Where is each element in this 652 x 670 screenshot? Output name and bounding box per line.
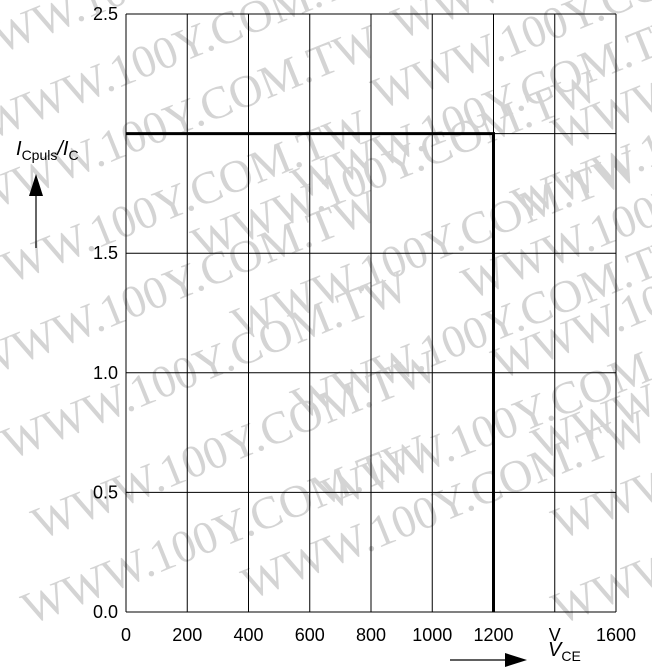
x-tick-label: 400 (233, 625, 263, 645)
x-label-main: V (548, 639, 563, 661)
x-tick-label: 0 (121, 625, 131, 645)
x-tick-label: 200 (172, 625, 202, 645)
x-tick-label: 1200 (473, 625, 513, 645)
series-line (126, 132, 495, 612)
x-axis-label: VCE (548, 639, 581, 664)
y-tick-label: 0.5 (93, 482, 118, 502)
x-tick-label: 1000 (412, 625, 452, 645)
y-tick-label: 0.0 (93, 602, 118, 622)
y-label-main2: I (63, 138, 69, 160)
x-label-sub: CE (561, 648, 580, 664)
x-tick-label: 1600 (596, 625, 636, 645)
y-tick-label: 2.5 (93, 4, 118, 24)
x-tick-label: 600 (295, 625, 325, 645)
x-tick-label: V (549, 625, 561, 645)
series-layer (126, 132, 495, 612)
y-label-sep: / (55, 138, 65, 160)
y-label-main: I (16, 138, 22, 160)
x-axis-arrow-icon (450, 653, 527, 667)
y-label-sub2: C (68, 147, 78, 163)
y-tick-labels: 0.0 0.5 1.0 1.5 2.5 (93, 4, 118, 622)
x-tick-labels: 0 200 400 600 800 1000 1200 V 1600 (121, 625, 636, 645)
y-tick-label: 1.0 (93, 363, 118, 383)
y-tick-label: 1.5 (93, 243, 118, 263)
y-axis-arrow-icon (29, 174, 43, 248)
x-tick-label: 800 (356, 625, 386, 645)
y-axis-label: ICpuls/IC (16, 138, 79, 163)
grid (125, 13, 617, 613)
watermark-layer: WWW.100Y.COM.TWWWW.100Y.COM.TWWWW.100Y.C… (0, 0, 652, 634)
y-label-sub: Cpuls (22, 147, 58, 163)
